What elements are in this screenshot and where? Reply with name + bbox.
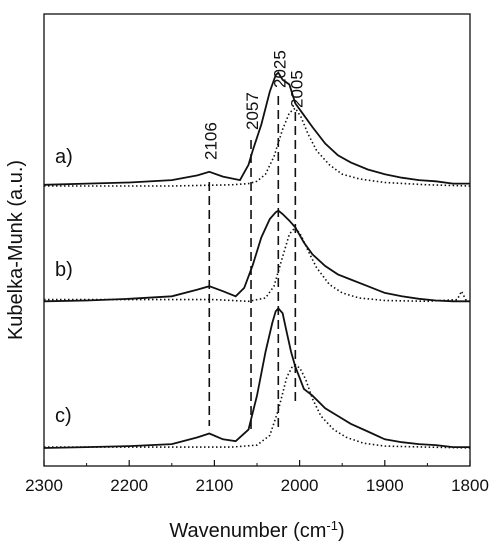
x-axis-title-main: Wavenumber (cm [169,520,326,542]
y-axis-title: Kubelka-Munk (a.u.) [5,160,27,340]
spectrum-solid-line [43,209,470,303]
panel-label: b) [55,259,73,281]
peak-marker-label: 2005 [287,70,306,108]
panel-label: a) [55,146,73,168]
x-tick-label: 2100 [195,476,233,495]
panel-label: c) [55,405,72,427]
x-tick-label: 1900 [366,476,404,495]
x-axis-title-suffix: ) [338,520,345,542]
spectrum-solid-line [43,71,470,186]
x-tick-label: 2300 [25,476,63,495]
x-tick-label: 2200 [110,476,148,495]
x-axis-title: Wavenumber (cm-1) [169,518,344,543]
peak-marker-label: 2057 [243,92,262,130]
peak-marker-label: 2025 [270,50,289,88]
spectrum-dotted-line [44,364,471,449]
spectra-curves [43,71,471,449]
spectrum-dotted-line [44,226,471,303]
x-tick-label: 1800 [451,476,489,495]
spectrum-dotted-line [44,106,471,187]
x-tick-label: 2000 [281,476,319,495]
peak-marker-label: 2106 [201,122,220,160]
x-axis-ticks: 2300 2200 2100 2000 1900 1800 [25,460,489,495]
spectrum-solid-line [43,307,470,449]
panel-labels: a) b) c) [55,146,73,427]
x-axis-title-superscript: -1 [326,518,338,533]
